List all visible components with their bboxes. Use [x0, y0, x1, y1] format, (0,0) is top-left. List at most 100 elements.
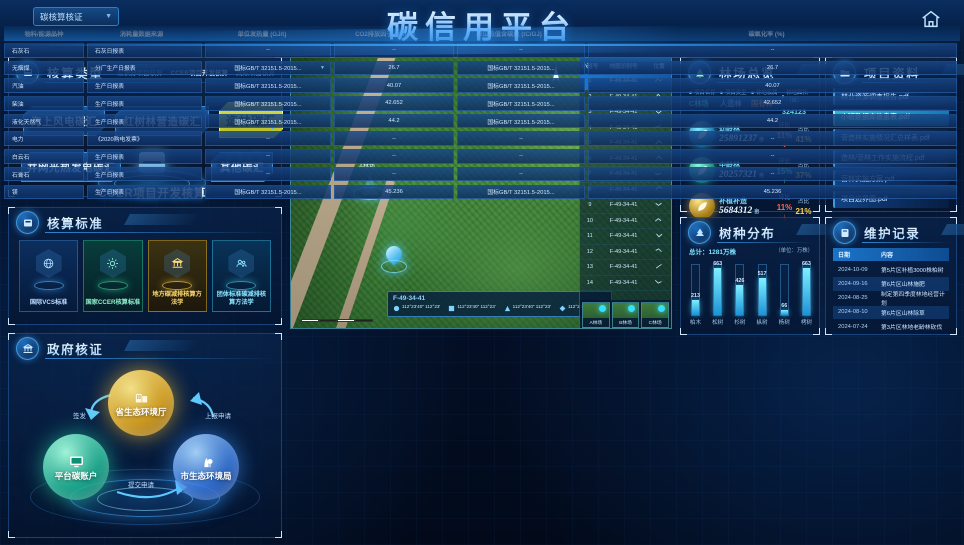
panel-title: 树种分布: [719, 223, 775, 242]
table-row[interactable]: 13 F-49-34-41: [580, 260, 671, 276]
coord-item: 112°23'40" 112°23': [448, 304, 496, 312]
cell-plot-no: 10: [586, 217, 593, 224]
panel-header: 树种分布: [681, 218, 872, 246]
cell-oxidation-rate: 26.7: [588, 60, 957, 76]
panel-title: 政府核证: [47, 339, 103, 358]
cell-source: 《2020购电发票》: [87, 131, 202, 146]
cell-oxidation-rate: 45.236: [588, 184, 957, 199]
cell-calorific[interactable]: --: [205, 166, 331, 182]
cell-calorific[interactable]: --: [205, 149, 331, 164]
col-date: 日期: [838, 253, 851, 259]
gov-node-platform[interactable]: 平台碳账户: [43, 434, 109, 500]
cell-calorific[interactable]: 国标GB/T 32151.5-2015...: [205, 96, 331, 111]
chart-bar: 426: [733, 258, 746, 316]
stat-key: 占比: [794, 160, 813, 169]
forest-thumbnails: A林场 B林场 C林场: [580, 300, 671, 328]
cell-content: 制定第四季度林地经营计划: [881, 292, 945, 308]
cell-position: [647, 277, 671, 288]
table-row[interactable]: 柴油 生产日报表 国标GB/T 32151.5-2015... 42.652 国标GB/…: [4, 95, 960, 112]
table-row[interactable]: 11 F-49-34-41: [580, 229, 671, 245]
cell-calorific[interactable]: 国标GB/T 32151.5-2015... ▼: [205, 60, 331, 76]
cell-carbon-content[interactable]: 国标GB/T 32151.5-2015...: [457, 184, 585, 199]
coord-item: 112°23'40" 112°23': [393, 304, 440, 312]
cell-material: 无烟煤: [4, 60, 84, 76]
chevron-down-icon[interactable]: ▼: [320, 64, 325, 71]
cell-source: 生产日报表: [87, 96, 202, 111]
table-row[interactable]: 镁生产日报表 国标GB/T 32151.5-2015... 45.236 国标GB/T…: [4, 184, 960, 201]
cell-carbon-content[interactable]: --: [457, 131, 585, 146]
table-row[interactable]: 2024-09-16 第6片区山林施肥: [833, 277, 949, 291]
cell-content: 第3片区林地老龄林砍伐: [881, 325, 943, 332]
table-row[interactable]: 2024-08-25 制定第四季度林地经营计划: [833, 291, 949, 308]
cell-carbon-content[interactable]: --: [457, 166, 585, 182]
home-icon[interactable]: [920, 8, 942, 30]
table-row[interactable]: 2024-08-10 第6片区山林除草: [833, 305, 949, 320]
cell-carbon-content[interactable]: --: [457, 149, 585, 164]
stat-key: 占比: [797, 199, 810, 205]
cell-source: 分厂生产日报表: [87, 60, 202, 76]
table-row[interactable]: 2024-10-09 第5片区补植3000株柏树: [833, 263, 949, 277]
chart-total: 总计：1281万株: [689, 249, 736, 256]
cell-date: 2024-08-10: [838, 309, 868, 316]
bar-value: 213: [691, 293, 700, 299]
table-row[interactable]: 石膏石 生产日报表 -- -- -- --: [4, 166, 960, 183]
standard-card-vcs[interactable]: 国际VCS标准: [19, 240, 79, 312]
cell-source: 生产日报表: [87, 184, 202, 199]
table-row[interactable]: 14 F-49-34-41: [580, 276, 671, 291]
bar-label: 柏木: [689, 320, 702, 326]
thumbnail-label: A林场: [583, 318, 609, 327]
cell-carbon-content[interactable]: 国标GB/T 32151.5-2015...: [457, 78, 585, 93]
cell-position: [647, 107, 671, 118]
cell-date: 2024-08-25: [838, 295, 868, 302]
bar-value: 663: [713, 261, 723, 267]
stat-delta: 11%: [776, 202, 793, 212]
table-row[interactable]: 汽油 生产日报表 国标GB/T 32151.5-2015... 40.07 国标GB/T…: [4, 77, 960, 94]
standard-card-ccer[interactable]: 国家CCER核算标准: [83, 240, 143, 312]
cell-calorific[interactable]: --: [205, 131, 331, 146]
cell-calorific[interactable]: 国标GB/T 32151.5-2015...: [205, 78, 331, 93]
table-row[interactable]: 液化天然气 生产日报表 国标GB/T 32151.5-2015... 44.2 国标GB…: [4, 113, 960, 130]
module-selector[interactable]: 碳核算核证 ▼: [33, 7, 119, 26]
cell-calorific[interactable]: 国标GB/T 32151.5-2015...: [205, 184, 331, 199]
standard-card-local[interactable]: 地方碳减排核算方法学: [147, 240, 207, 312]
thumbnail-label: B林场: [612, 318, 639, 327]
gov-node-province[interactable]: 省生态环境厅: [108, 370, 174, 436]
cell-carbon-content[interactable]: 国标GB/T 32151.5-2015...: [457, 113, 585, 129]
cell-map-code: F-49-34-41: [609, 264, 638, 271]
cell-map-code: F-49-34-41: [609, 109, 638, 116]
thumbnail-c[interactable]: C林场: [641, 302, 670, 328]
table-row[interactable]: 电力 《2020购电发票》 -- -- -- --: [4, 130, 960, 147]
table-row[interactable]: 12 F-49-34-41: [580, 245, 671, 260]
gov-node-label: 市生态环境局: [180, 470, 232, 481]
panel-maintenance-records: 维护记录 日期 内容 2024-10-09 第5片区补植3000株柏树 2024-0…: [825, 217, 964, 335]
cell-material: 柴油: [4, 96, 84, 111]
cell-carbon-content[interactable]: 国标GB/T 32151.5-2015...: [457, 96, 585, 111]
cell-position: [647, 262, 671, 273]
bar-label: 枞树: [756, 320, 768, 326]
standard-label: 地方碳减排核算方法学: [152, 291, 202, 306]
chart-bar: 663: [711, 258, 724, 316]
cell-position: [647, 200, 671, 211]
cell-source: 生产日报表: [87, 149, 202, 164]
gov-node-city[interactable]: 市生态环境局: [173, 434, 239, 500]
table-row[interactable]: 无烟煤 分厂生产日报表 国标GB/T 32151.5-2015... ▼ 26.7 国标G…: [4, 60, 960, 77]
cell-map-code: F-49-34-41: [609, 202, 638, 209]
stat-share: 21%: [795, 207, 812, 216]
cell-source: 生产日报表: [87, 113, 202, 129]
thumbnail-a[interactable]: A林场: [582, 302, 610, 328]
cell-content: 第6片区山林除草: [881, 310, 925, 317]
map-pin[interactable]: [381, 242, 407, 276]
thumbnail-b[interactable]: B林场: [611, 302, 640, 328]
cell-calorific[interactable]: 国标GB/T 32151.5-2015...: [205, 113, 331, 129]
stat-name: 中龄林: [719, 162, 740, 169]
table-row[interactable]: 白云石 生产日报表 -- -- -- --: [4, 148, 960, 165]
col-content: 内容: [881, 253, 894, 259]
cell-carbon-content[interactable]: 国标GB/T 32151.5-2015...: [457, 60, 585, 76]
table-row[interactable]: 10 F-49-34-41: [580, 214, 671, 229]
table-row[interactable]: 9 F-49-34-41: [580, 198, 671, 214]
cell-source: 生产日报表: [87, 166, 202, 182]
standard-card-group-std[interactable]: 团体标准碳减排核算方法学: [211, 240, 271, 312]
table-row[interactable]: 2024-07-24 第3片区林地老龄林砍伐: [833, 320, 949, 334]
header-divider: [0, 44, 964, 46]
panel-header: 维护记录: [826, 218, 964, 246]
